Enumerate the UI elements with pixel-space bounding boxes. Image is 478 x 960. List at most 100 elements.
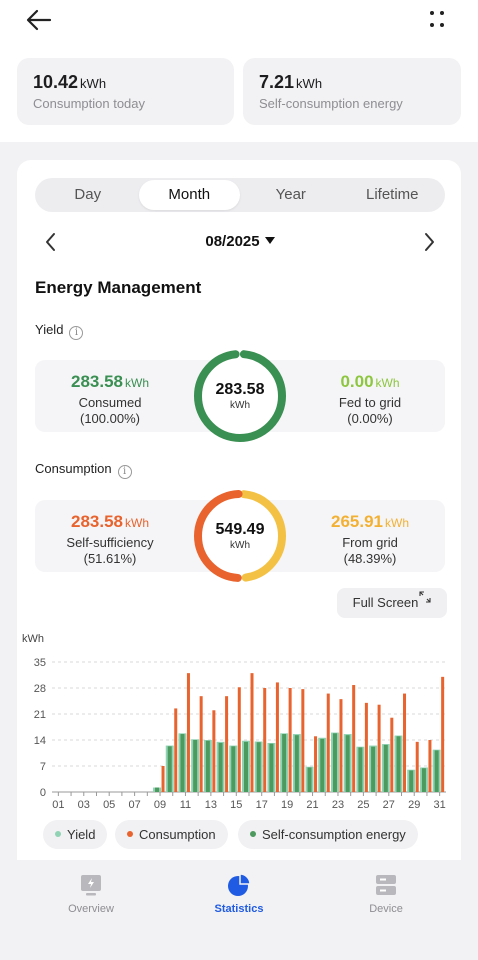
- x-tick-label: 07: [128, 799, 140, 811]
- legend-self-consumption[interactable]: Self-consumption energy: [238, 820, 418, 849]
- x-tick-label: 31: [434, 799, 446, 811]
- kpi-label: Self-consumption energy: [259, 96, 403, 111]
- kpi-label: Consumption today: [33, 96, 146, 111]
- bar-consumption: [174, 708, 178, 792]
- dot-icon: [55, 831, 61, 837]
- nav-device[interactable]: Device: [331, 872, 441, 915]
- chevron-right-icon[interactable]: [417, 230, 441, 254]
- bar-consumption: [364, 702, 368, 792]
- bar-self-consumption: [307, 767, 312, 792]
- consumption-flow: 283.58 kWh Self-sufficiency (51.61%) 265.…: [35, 490, 445, 582]
- legend-yield[interactable]: Yield: [43, 820, 108, 849]
- pie-chart-icon: [226, 872, 252, 898]
- back-button[interactable]: [24, 6, 54, 34]
- full-screen-button[interactable]: Full Screen: [337, 588, 447, 618]
- nav-statistics[interactable]: Statistics: [184, 872, 294, 915]
- bar-self-consumption: [332, 733, 337, 792]
- unit: kWh: [385, 516, 409, 530]
- tab-day[interactable]: Day: [74, 186, 102, 203]
- period-dropdown[interactable]: 08/2025: [35, 233, 445, 250]
- bottom-navigation: Overview Statistics Device: [0, 860, 478, 960]
- y-tick-label: 0: [40, 787, 46, 799]
- bar-consumption: [428, 740, 432, 792]
- more-options-button[interactable]: [424, 6, 452, 34]
- kpi-unit: kWh: [80, 76, 107, 91]
- x-tick-label: 15: [230, 799, 242, 811]
- bar-self-consumption: [282, 734, 287, 792]
- legend-consumption[interactable]: Consumption: [115, 820, 228, 849]
- bar-self-consumption: [396, 736, 401, 792]
- x-tick-label: 27: [383, 799, 395, 811]
- bar-self-consumption: [231, 746, 236, 792]
- bar-self-consumption: [371, 746, 376, 792]
- yield-fed-to-grid: 0.00 kWh Fed to grid (0.00%): [295, 372, 445, 427]
- bar-consumption: [225, 696, 229, 792]
- info-icon[interactable]: i: [117, 465, 132, 479]
- bar-self-consumption: [193, 740, 198, 792]
- yield-flow: 283.58 kWh Consumed (100.00%) 0.00 kWh Fed…: [35, 350, 445, 442]
- tab-month[interactable]: Month: [138, 180, 240, 210]
- tab-lifetime[interactable]: Lifetime: [365, 186, 419, 203]
- from-grid-value: 265.91: [331, 512, 383, 531]
- consumption-title: Consumption i: [35, 461, 132, 479]
- y-axis-label: kWh: [22, 633, 44, 645]
- y-tick-label: 7: [40, 761, 46, 773]
- info-icon[interactable]: i: [69, 326, 84, 340]
- kpi-value: 7.21: [259, 72, 295, 92]
- nav-overview[interactable]: Overview: [36, 872, 146, 915]
- yield-title: Yield i: [35, 322, 84, 340]
- chevron-left-icon[interactable]: [39, 230, 63, 254]
- yield-consumed-value: 283.58: [71, 372, 123, 391]
- bar-consumption: [288, 688, 292, 792]
- legend-label: Yield: [67, 827, 96, 842]
- bar-consumption: [403, 693, 407, 792]
- bar-self-consumption: [269, 743, 274, 792]
- x-tick-label: 25: [357, 799, 369, 811]
- bar-consumption: [161, 766, 165, 792]
- yield-consumed-pct: (100.00%): [80, 411, 140, 426]
- kpi-value: 10.42: [33, 72, 79, 92]
- period-tabs: Day Month Year Lifetime: [35, 178, 445, 212]
- x-tick-label: 19: [281, 799, 293, 811]
- dot-icon: [250, 831, 256, 837]
- x-tick-label: 21: [306, 799, 318, 811]
- bar-consumption: [275, 682, 279, 792]
- bar-self-consumption: [345, 735, 350, 792]
- expand-icon: [419, 591, 431, 603]
- dot-icon: [430, 23, 434, 27]
- consumption-ring-graphic: [194, 490, 286, 582]
- bar-consumption: [250, 673, 254, 792]
- x-tick-label: 29: [408, 799, 420, 811]
- yield-title-text: Yield: [35, 322, 64, 337]
- tab-year[interactable]: Year: [275, 186, 306, 203]
- bar-consumption: [199, 696, 203, 792]
- unit: kWh: [375, 376, 400, 390]
- bar-self-consumption: [205, 740, 210, 792]
- bar-consumption: [186, 673, 190, 792]
- bar-consumption: [352, 685, 356, 792]
- consumption-ring: 549.49 kWh: [190, 486, 290, 586]
- yield-ring-unit: kWh: [230, 400, 250, 411]
- bar-self-consumption: [180, 734, 185, 792]
- bar-self-consumption: [244, 741, 248, 792]
- unit: kWh: [125, 376, 149, 390]
- legend-label: Consumption: [139, 827, 216, 842]
- legend-label: Self-consumption energy: [262, 827, 406, 842]
- yield-consumed: 283.58 kWh Consumed (100.00%): [35, 372, 185, 427]
- bar-consumption: [377, 704, 381, 792]
- bar-consumption: [441, 676, 445, 792]
- bar-consumption: [212, 710, 216, 792]
- bar-consumption: [301, 689, 305, 792]
- unit: kWh: [125, 516, 149, 530]
- x-tick-label: 01: [52, 799, 64, 811]
- monitor-icon: [78, 872, 104, 898]
- y-tick-label: 35: [34, 657, 46, 669]
- consumption-ring-unit: kWh: [230, 540, 250, 551]
- bar-self-consumption: [218, 742, 223, 792]
- bar-self-consumption: [383, 744, 388, 792]
- bar-self-consumption: [434, 750, 439, 792]
- yield-ring: 283.58 kWh: [190, 346, 290, 446]
- dot-icon: [127, 831, 133, 837]
- kpi-self-consumption: 7.21 kWh Self-consumption energy: [243, 58, 461, 125]
- bar-self-consumption: [155, 787, 160, 792]
